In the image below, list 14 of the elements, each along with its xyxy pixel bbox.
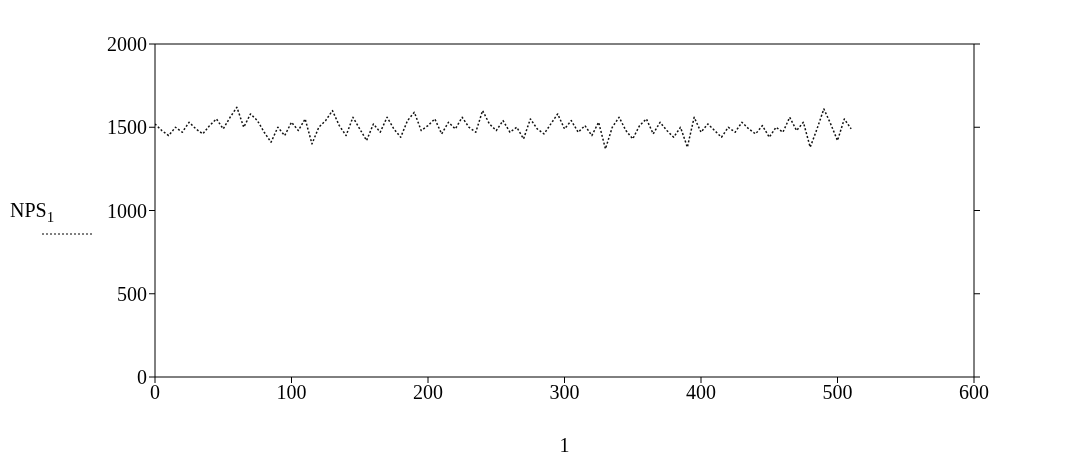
- y-tick-label: 1000: [107, 199, 147, 222]
- y-tick-label: 2000: [107, 33, 147, 56]
- x-tick-label: 100: [276, 381, 307, 404]
- x-tick-label: 200: [413, 381, 443, 404]
- x-axis-title: 1: [559, 434, 570, 456]
- x-tick-label: 600: [959, 381, 989, 404]
- y-axis-title: NPS$_{1}$: [10, 198, 55, 224]
- y-tick-label: 500: [117, 282, 147, 305]
- x-tick-label: 400: [686, 381, 716, 404]
- line-series: [155, 106, 852, 150]
- y-tick-label: 1500: [107, 116, 147, 139]
- x-tick-label: 500: [822, 381, 853, 404]
- y-tick-label: 0: [137, 366, 147, 389]
- x-tick-label: 300: [549, 381, 580, 404]
